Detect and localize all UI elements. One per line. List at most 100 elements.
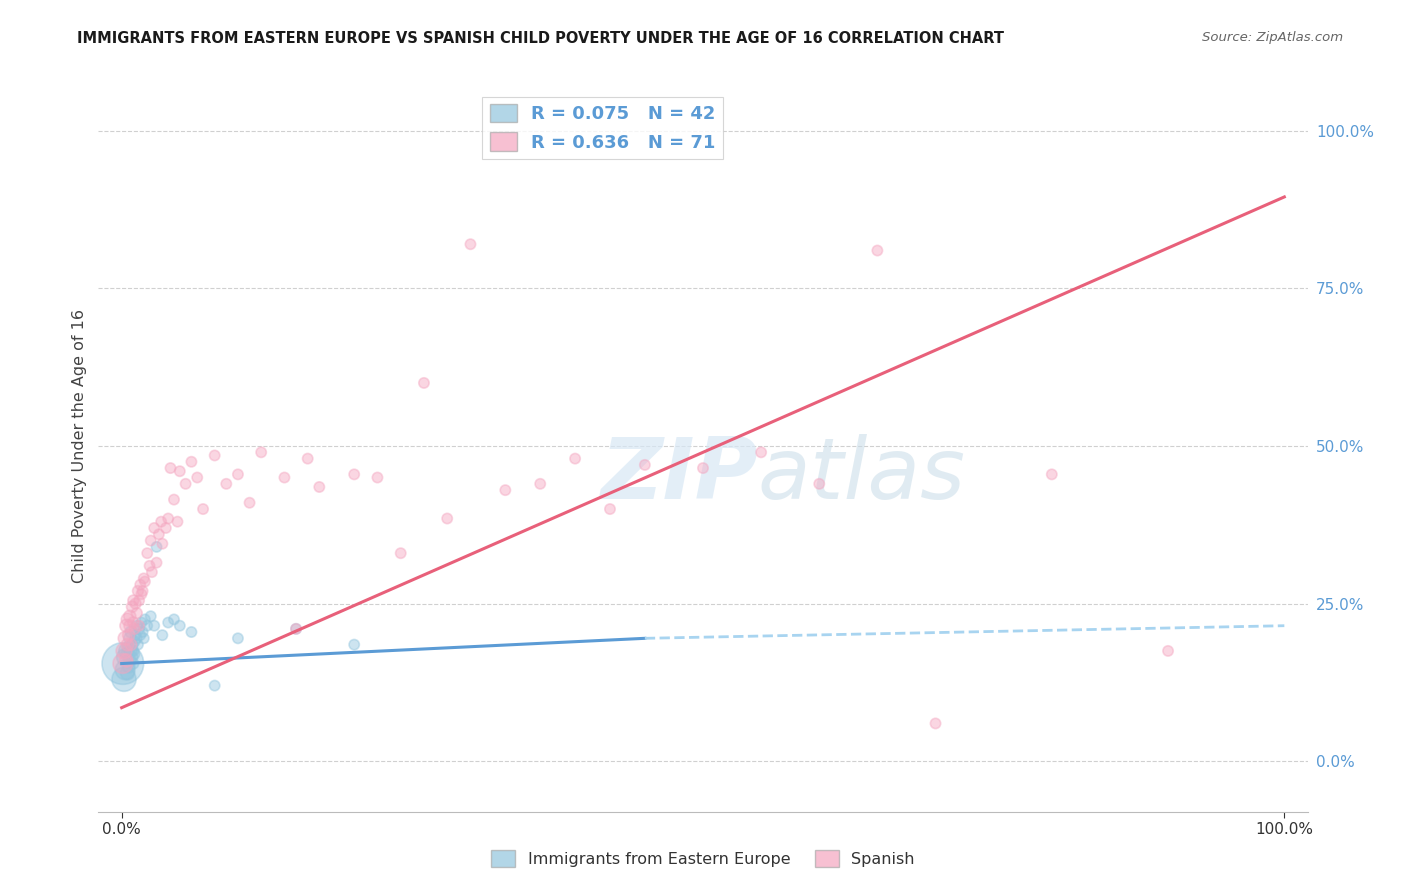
Point bbox=[166, 515, 188, 529]
Point bbox=[121, 599, 143, 614]
Point bbox=[131, 625, 153, 640]
Point bbox=[134, 574, 156, 589]
Point bbox=[148, 527, 170, 541]
Point bbox=[111, 657, 134, 671]
Point bbox=[159, 461, 181, 475]
Point bbox=[529, 476, 551, 491]
Point bbox=[114, 650, 136, 665]
Point bbox=[112, 673, 135, 687]
Point bbox=[124, 597, 146, 611]
Point bbox=[124, 622, 146, 636]
Text: Source: ZipAtlas.com: Source: ZipAtlas.com bbox=[1202, 31, 1343, 45]
Point bbox=[157, 511, 180, 525]
Point bbox=[226, 467, 249, 482]
Point bbox=[1040, 467, 1063, 482]
Point bbox=[366, 470, 388, 484]
Point bbox=[204, 679, 226, 693]
Point bbox=[124, 647, 146, 661]
Point bbox=[866, 244, 889, 258]
Legend: Immigrants from Eastern Europe, Spanish: Immigrants from Eastern Europe, Spanish bbox=[485, 844, 921, 873]
Point bbox=[118, 609, 141, 624]
Point bbox=[285, 622, 308, 636]
Point bbox=[118, 628, 141, 642]
Point bbox=[124, 628, 146, 642]
Point bbox=[117, 612, 139, 626]
Point bbox=[308, 480, 330, 494]
Point bbox=[297, 451, 319, 466]
Point bbox=[117, 665, 139, 680]
Point bbox=[273, 470, 295, 484]
Point bbox=[169, 618, 191, 632]
Point bbox=[125, 606, 148, 620]
Point bbox=[114, 632, 136, 646]
Point bbox=[118, 653, 141, 667]
Point bbox=[125, 618, 148, 632]
Point bbox=[285, 622, 308, 636]
Point bbox=[121, 650, 143, 665]
Point bbox=[124, 634, 146, 648]
Point bbox=[436, 511, 458, 525]
Point bbox=[118, 618, 141, 632]
Point bbox=[120, 644, 142, 658]
Legend: R = 0.075   N = 42, R = 0.636   N = 71: R = 0.075 N = 42, R = 0.636 N = 71 bbox=[482, 96, 723, 159]
Point bbox=[599, 502, 621, 516]
Point bbox=[145, 556, 167, 570]
Point bbox=[250, 445, 273, 459]
Y-axis label: Child Poverty Under the Age of 16: Child Poverty Under the Age of 16 bbox=[72, 309, 87, 583]
Point bbox=[125, 632, 148, 646]
Point bbox=[117, 647, 139, 661]
Point bbox=[136, 546, 159, 560]
Point bbox=[118, 640, 141, 655]
Text: ZIP: ZIP bbox=[600, 434, 758, 516]
Point bbox=[112, 644, 135, 658]
Point bbox=[129, 578, 152, 592]
Point bbox=[139, 533, 162, 548]
Point bbox=[143, 521, 166, 535]
Point bbox=[634, 458, 657, 472]
Point bbox=[191, 502, 214, 516]
Text: atlas: atlas bbox=[758, 434, 966, 516]
Point bbox=[343, 467, 366, 482]
Point bbox=[564, 451, 586, 466]
Point bbox=[460, 237, 482, 252]
Point bbox=[115, 618, 138, 632]
Point bbox=[127, 638, 149, 652]
Point bbox=[120, 625, 142, 640]
Point bbox=[132, 632, 155, 646]
Point bbox=[343, 638, 366, 652]
Point bbox=[186, 470, 208, 484]
Point bbox=[115, 653, 138, 667]
Point bbox=[749, 445, 772, 459]
Point bbox=[139, 609, 162, 624]
Point bbox=[121, 638, 143, 652]
Point bbox=[132, 571, 155, 585]
Point bbox=[115, 644, 138, 658]
Point bbox=[120, 638, 142, 652]
Point bbox=[150, 537, 173, 551]
Point bbox=[111, 657, 134, 671]
Point bbox=[131, 615, 153, 630]
Point bbox=[128, 622, 150, 636]
Point bbox=[129, 628, 152, 642]
Point bbox=[122, 593, 145, 607]
Point bbox=[239, 496, 262, 510]
Point bbox=[145, 540, 167, 554]
Point bbox=[157, 615, 180, 630]
Point bbox=[143, 618, 166, 632]
Point bbox=[138, 558, 160, 573]
Point bbox=[180, 455, 202, 469]
Point bbox=[122, 615, 145, 630]
Point bbox=[128, 618, 150, 632]
Point bbox=[118, 632, 141, 646]
Point bbox=[141, 565, 163, 579]
Point bbox=[1157, 644, 1180, 658]
Point bbox=[131, 587, 153, 601]
Point bbox=[131, 584, 153, 599]
Point bbox=[128, 593, 150, 607]
Point bbox=[118, 659, 141, 673]
Text: IMMIGRANTS FROM EASTERN EUROPE VS SPANISH CHILD POVERTY UNDER THE AGE OF 16 CORR: IMMIGRANTS FROM EASTERN EUROPE VS SPANIS… bbox=[77, 31, 1004, 46]
Point bbox=[150, 628, 173, 642]
Point bbox=[389, 546, 412, 560]
Point bbox=[134, 612, 156, 626]
Point bbox=[692, 461, 714, 475]
